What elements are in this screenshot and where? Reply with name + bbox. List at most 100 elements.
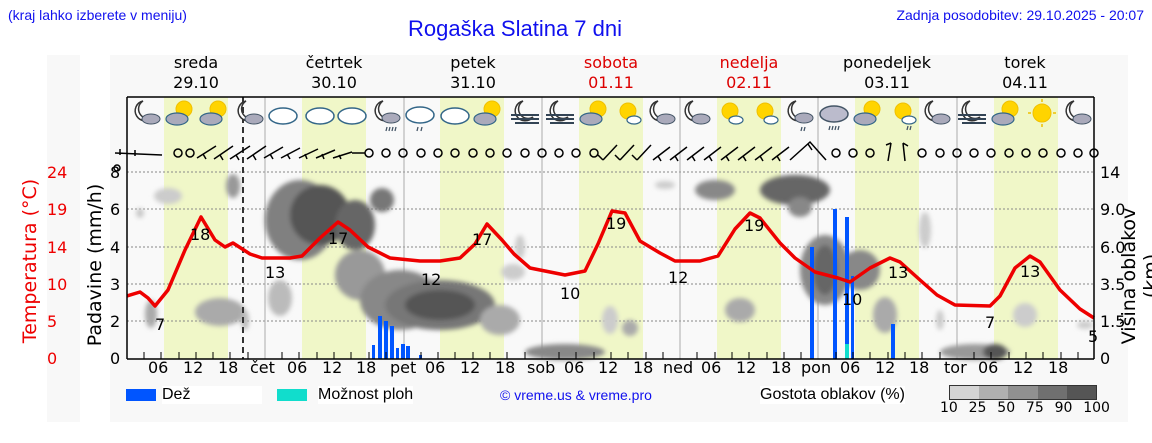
precip-tick: 8	[110, 163, 121, 182]
x-tick-label: 06	[425, 358, 446, 377]
sun-cloud-icon	[473, 100, 501, 126]
svg-text:17: 17	[328, 229, 348, 248]
temp-axis-panel	[47, 55, 80, 422]
svg-text:10: 10	[842, 290, 862, 309]
precip-tick: 0	[110, 349, 121, 368]
rain-legend-label: Dež	[162, 386, 262, 404]
cloud-rain-icon	[405, 106, 435, 132]
sun-small-cloud-icon	[756, 102, 779, 125]
svg-text:5: 5	[1088, 327, 1098, 346]
rain-bars	[372, 209, 895, 359]
cloud-density-ticks: 10 25 50 75 90 100	[940, 400, 1110, 416]
temp-tick: 0	[47, 349, 58, 368]
x-tick-label: 18	[1048, 358, 1069, 377]
moon-cloud-rain-icon	[787, 100, 814, 132]
x-tick-label: 06	[564, 358, 585, 377]
svg-text:10: 10	[560, 284, 580, 303]
weather-icons-row	[134, 99, 1092, 132]
cloud-density-scale	[949, 385, 1097, 400]
x-tick-label: 06	[287, 358, 308, 377]
wind-barbs-1	[196, 145, 365, 161]
x-tick-label: tor	[944, 358, 967, 377]
moon-cloud-icon	[134, 100, 161, 125]
x-tick-label: 18	[495, 358, 516, 377]
temp-tick: 24	[47, 163, 68, 182]
x-tick-label: 18	[771, 358, 792, 377]
x-tick-label: 12	[875, 358, 896, 377]
x-tick-label: 18	[909, 358, 930, 377]
sun-icon	[1028, 99, 1056, 127]
sun-cloud-icon	[579, 100, 607, 126]
cloud-tick: 6.0	[1100, 238, 1126, 257]
day-label: petek 31.10	[450, 53, 496, 92]
x-tick-label: čet	[250, 358, 275, 377]
wind-row	[114, 140, 1099, 162]
temp-tick: 5	[47, 312, 58, 331]
cloud-icon	[440, 107, 470, 125]
svg-text:13: 13	[888, 263, 908, 282]
precip-tick: 6	[110, 200, 121, 219]
moon-fog-icon	[546, 100, 574, 124]
x-tick-label: 06	[148, 358, 169, 377]
cloud-tick: 1.5	[1100, 312, 1126, 331]
sun-cloud-icon	[199, 100, 227, 126]
cloud-tick: 0	[1100, 349, 1111, 368]
cloud-tick: 3.5	[1100, 275, 1126, 294]
x-tick-label: 06	[978, 358, 999, 377]
cloud-icon	[268, 107, 298, 125]
day-label: nedelja 02.11	[719, 53, 779, 92]
rain-legend-swatch	[126, 389, 156, 401]
cloud-rain-icon	[819, 105, 849, 131]
temp-tick: 19	[47, 200, 68, 219]
svg-text:13: 13	[1020, 262, 1040, 281]
x-tick-label: 12	[322, 358, 343, 377]
wind-barbs-2	[597, 140, 827, 162]
temp-tick: 14	[47, 238, 68, 257]
x-tick-label: 06	[840, 358, 861, 377]
svg-text:17: 17	[472, 230, 492, 249]
svg-text:12: 12	[668, 268, 688, 287]
svg-text:7: 7	[985, 313, 995, 332]
page-title: Rogaška Slatina 7 dni	[407, 16, 623, 41]
svg-text:13: 13	[265, 263, 285, 282]
x-tick-label: 18	[356, 358, 377, 377]
copyright-link[interactable]: © vreme.us & vreme.pro	[500, 387, 652, 403]
x-tick-label: 18	[633, 358, 654, 377]
moon-cloud-icon	[1065, 100, 1092, 125]
svg-text:19: 19	[606, 214, 626, 233]
moon-fog-icon	[958, 100, 986, 124]
day-label: sreda 29.10	[173, 53, 219, 92]
sun-cloud-icon	[165, 100, 193, 126]
svg-text:7: 7	[155, 315, 165, 334]
svg-text:19: 19	[744, 216, 764, 235]
precip-tick: 2	[110, 312, 121, 331]
sun-small-cloud-icon	[619, 102, 642, 125]
moon-cloud-icon	[237, 100, 264, 125]
cloud-icon	[305, 107, 335, 125]
sun-small-cloud-rain-icon	[894, 102, 917, 131]
cloud-icon	[337, 107, 367, 125]
day-label: četrtek 30.10	[305, 53, 363, 92]
x-ticks	[143, 352, 1079, 359]
cloud-tick: 9.0	[1100, 200, 1126, 219]
moon-cloud-icon	[684, 100, 711, 125]
precip-tick: 4	[110, 238, 121, 257]
x-tick-label: sob	[527, 358, 556, 377]
moon-cloud-icon	[924, 100, 951, 125]
x-tick-label: pon	[801, 358, 832, 377]
x-tick-label: pet	[390, 358, 417, 377]
x-tick-label: 06	[701, 358, 722, 377]
moon-cloud-rain-icon	[374, 100, 401, 132]
svg-text:12: 12	[421, 270, 441, 289]
x-tick-label: ned	[663, 358, 694, 377]
location-hint[interactable]: (kraj lahko izberete v meniju)	[8, 7, 187, 23]
showers-legend-label: Možnost ploh	[318, 386, 414, 404]
x-tick-label: 12	[1013, 358, 1034, 377]
last-update: Zadnja posodobitev: 29.10.2025 - 20:07	[896, 7, 1144, 23]
day-label: ponedeljek 03.11	[843, 53, 931, 92]
x-tick-label: 12	[183, 358, 204, 377]
day-label: sobota 01.11	[583, 53, 639, 92]
showers-legend-swatch	[277, 389, 307, 401]
svg-text:18: 18	[190, 225, 210, 244]
